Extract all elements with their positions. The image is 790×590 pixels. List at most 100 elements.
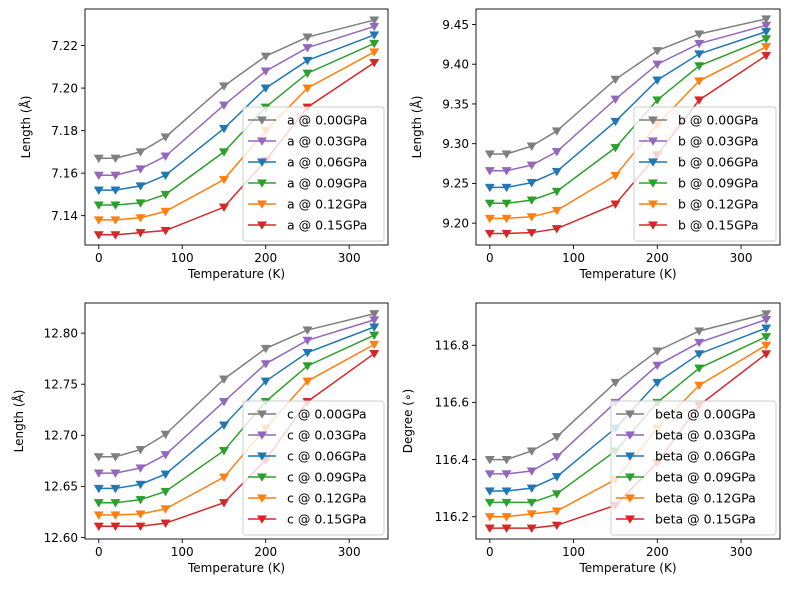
data-point-marker [93, 171, 104, 181]
data-point-marker [93, 469, 104, 478]
data-point-marker [369, 331, 380, 341]
data-point-marker [93, 154, 104, 164]
legend-item: c @ 0.15GPa [248, 512, 366, 527]
legend-item: a @ 0.09GPa [248, 176, 367, 191]
series-c-0-06gpa [93, 323, 380, 494]
x-tick-label: 100 [562, 251, 585, 265]
data-point-marker [694, 364, 705, 373]
data-point-marker [526, 142, 537, 151]
data-point-marker [302, 348, 313, 358]
data-point-marker [526, 161, 537, 170]
series-line [98, 19, 375, 160]
y-tick-label: 9.20 [442, 216, 469, 230]
x-tick-label: 300 [338, 545, 361, 559]
x-tick-label: 300 [730, 545, 753, 559]
series-line [98, 319, 375, 474]
data-point-marker [652, 76, 663, 85]
data-point-marker [302, 33, 313, 42]
legend-marker-icon [647, 137, 659, 146]
data-point-marker [526, 510, 537, 519]
data-point-marker [484, 487, 495, 496]
data-point-marker [110, 216, 121, 225]
data-point-marker [369, 48, 380, 57]
legend-item: c @ 0.03GPa [248, 428, 366, 443]
legend-marker-icon [256, 200, 268, 209]
data-point-marker [694, 50, 705, 59]
data-point-marker [135, 464, 146, 473]
data-point-marker [302, 326, 313, 335]
y-tick-label: 7.18 [51, 124, 78, 138]
legend-box [242, 400, 385, 536]
x-tick-label: 200 [254, 545, 277, 559]
legend-marker-icon [647, 116, 659, 125]
data-point-marker [484, 199, 495, 209]
data-point-marker [484, 229, 495, 239]
data-point-marker [551, 225, 562, 234]
data-point-marker [761, 350, 772, 359]
data-point-marker [135, 480, 146, 490]
data-point-marker [610, 171, 621, 181]
y-tick-label: 12.65 [44, 480, 78, 494]
legend-item: beta @ 0.09GPa [616, 470, 756, 485]
legend-label: a @ 0.09GPa [287, 176, 367, 191]
data-point-marker [761, 341, 772, 351]
y-tick-label: 9.25 [442, 177, 469, 191]
data-point-marker [218, 421, 230, 430]
data-point-marker [135, 522, 146, 532]
data-point-marker [551, 453, 562, 462]
data-point-marker [160, 487, 171, 497]
legend-item: b @ 0.09GPa [639, 176, 759, 191]
x-tick-label: 200 [646, 251, 669, 265]
data-point-marker [526, 484, 537, 493]
data-point-marker [610, 200, 621, 209]
legend-marker-icon [647, 179, 659, 188]
data-point-marker [501, 470, 512, 479]
data-point-marker [526, 467, 537, 476]
axes-frame [84, 8, 389, 246]
data-point-marker [135, 182, 146, 191]
legend-label: a @ 0.06GPa [287, 155, 367, 170]
legend-label: beta @ 0.15GPa [655, 512, 756, 527]
legend-label: a @ 0.12GPa [287, 197, 367, 212]
data-point-marker [526, 447, 537, 456]
y-tick-label: 7.20 [51, 81, 78, 95]
data-point-marker [526, 524, 537, 533]
legend-item: c @ 0.09GPa [248, 470, 366, 485]
data-point-marker [218, 148, 230, 157]
series-a-0-09gpa [93, 39, 380, 210]
data-point-marker [160, 171, 171, 181]
subplot-4: 0 100 200 300 116.2 116.4 116.6 116.8 Temperatur… [401, 302, 781, 575]
series-c-0-03gpa [93, 316, 380, 478]
legend-item: beta @ 0.12GPa [616, 491, 756, 506]
data-point-marker [369, 39, 380, 49]
x-tick-label: 0 [486, 251, 494, 265]
plot-area [93, 16, 380, 240]
data-point-marker [484, 150, 495, 159]
data-point-marker [652, 347, 663, 356]
data-point-marker [761, 51, 772, 61]
data-point-marker [160, 451, 171, 460]
axes-frame [475, 302, 781, 540]
data-point-marker [93, 522, 104, 532]
series-line [98, 326, 375, 490]
x-axis-label: Temperature (K) [187, 561, 285, 575]
data-point-marker [135, 148, 146, 157]
legend: a @ 0.00GPa a @ 0.03GPa a @ 0.06GPa a @ 0.0… [242, 106, 385, 242]
data-point-marker [93, 201, 104, 210]
legend-marker-icon [256, 410, 268, 419]
legend-label: c @ 0.12GPa [287, 491, 366, 506]
series-line [489, 327, 767, 492]
data-point-marker [369, 316, 380, 325]
data-point-marker [218, 447, 230, 456]
data-point-marker [551, 167, 562, 177]
legend-item: a @ 0.06GPa [248, 155, 367, 170]
legend-item: b @ 0.00GPa [639, 113, 759, 128]
data-point-marker [260, 360, 271, 369]
data-point-marker [484, 498, 495, 508]
data-point-marker [160, 152, 171, 161]
series-line [98, 334, 375, 504]
y-tick-label: 7.14 [51, 209, 78, 223]
series-a-0-00gpa [93, 16, 380, 164]
data-point-marker [110, 154, 121, 164]
data-point-marker [110, 171, 121, 181]
